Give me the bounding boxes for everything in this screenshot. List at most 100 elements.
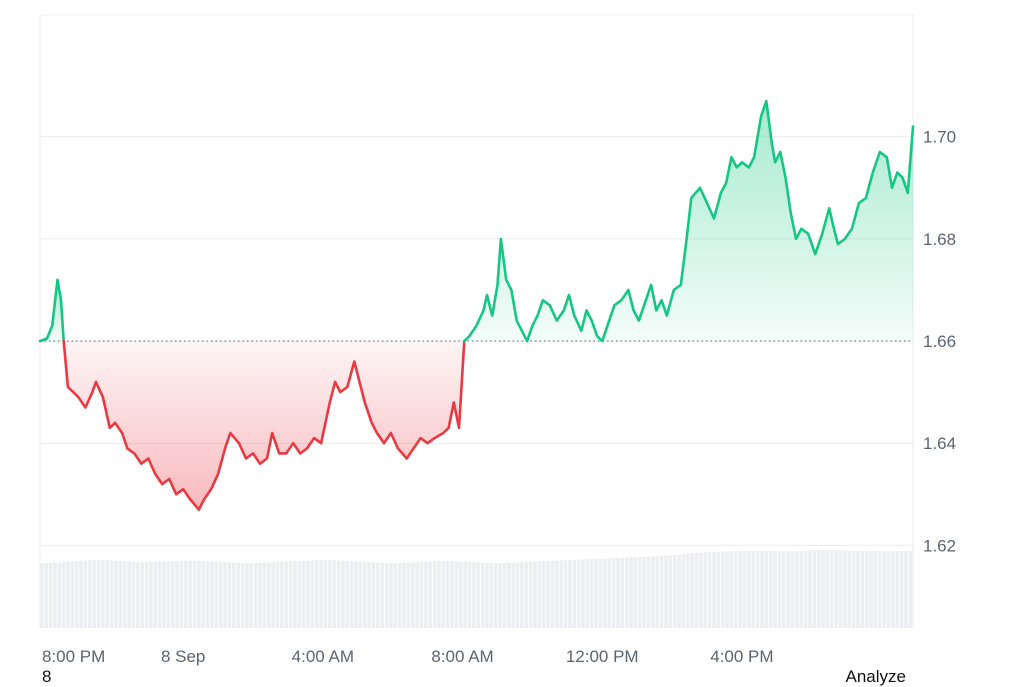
volume-bar	[288, 561, 293, 628]
volume-bar	[345, 560, 350, 628]
volume-bar	[57, 562, 62, 628]
volume-bar	[725, 551, 729, 628]
volume-bar	[603, 558, 607, 628]
volume-bar	[476, 562, 481, 628]
volume-bar	[266, 562, 271, 628]
volume-bar	[114, 560, 118, 628]
volume-bar	[546, 560, 550, 628]
x-tick-label: 8:00 PM	[42, 647, 105, 666]
volume-bar	[144, 562, 149, 628]
volume-bar	[851, 550, 856, 628]
volume-bar	[795, 551, 799, 628]
x-axis-tick-labels: 8:00 PM 8 Sep 4:00 AM 8:00 AM 12:00 PM 4:00 P…	[42, 647, 774, 666]
volume-bar	[432, 561, 437, 628]
volume-bar	[441, 561, 446, 628]
volume-bar	[201, 561, 206, 628]
volume-bar	[664, 555, 668, 628]
volume-bar	[515, 562, 520, 628]
volume-bar	[712, 551, 716, 628]
volume-bar	[118, 561, 123, 628]
volume-bar	[864, 550, 869, 628]
volume-bar	[319, 560, 323, 628]
volume-bar	[502, 562, 507, 628]
volume-bar	[140, 562, 144, 628]
volume-bar	[742, 550, 747, 628]
volume-bar	[751, 550, 756, 628]
volume-bar	[136, 561, 140, 628]
area-below-baseline	[63, 341, 465, 510]
volume-bar	[533, 561, 537, 628]
price-line-up	[463, 99, 915, 343]
volume-bar	[489, 562, 494, 628]
volume-bar	[585, 559, 590, 628]
volume-bar	[816, 550, 821, 628]
volume-bar	[406, 562, 411, 628]
volume-bar	[210, 561, 214, 628]
volume-bar	[175, 560, 179, 628]
volume-bar	[232, 562, 236, 628]
volume-bar	[760, 550, 764, 628]
volume-bar	[223, 562, 227, 628]
volume-bar	[96, 559, 101, 628]
volume-bar	[166, 561, 171, 628]
y-tick-label: 1.62	[923, 536, 956, 555]
volume-bar	[773, 551, 777, 628]
volume-bar	[524, 561, 529, 628]
volume-bar	[882, 551, 887, 628]
price-line-down	[62, 339, 466, 511]
volume-bar	[493, 563, 498, 628]
volume-bar	[428, 561, 433, 628]
volume-bar	[550, 560, 555, 628]
volume-bar	[782, 551, 786, 628]
volume-bar	[480, 562, 485, 628]
volume-bar	[799, 550, 804, 628]
volume-bar	[341, 560, 345, 628]
y-tick-label: 1.68	[923, 230, 956, 249]
volume-bar	[214, 561, 219, 628]
volume-bar	[253, 562, 258, 628]
volume-bar	[284, 561, 289, 628]
volume-bar	[393, 563, 398, 628]
volume-bar	[310, 560, 315, 628]
volume-bar	[734, 550, 738, 628]
volume-bar	[873, 550, 878, 628]
volume-bar	[297, 560, 302, 628]
volume-bar	[376, 562, 380, 628]
volume-bar	[559, 560, 563, 628]
volume-bar	[179, 560, 184, 628]
volume-bar	[109, 560, 114, 628]
volume-bar	[415, 562, 419, 628]
volume-bar	[843, 550, 847, 628]
volume-bar	[240, 562, 245, 628]
volume-bar	[624, 557, 629, 628]
volume-bar	[162, 561, 166, 628]
volume-bar	[280, 561, 284, 628]
volume-bar	[790, 551, 795, 628]
volume-bar	[507, 562, 511, 628]
analyze-link[interactable]: Analyze	[845, 667, 906, 686]
volume-bar	[620, 557, 625, 628]
volume-bar	[485, 562, 489, 628]
volume-bar	[44, 563, 48, 628]
volume-bar	[184, 560, 188, 628]
volume-bar	[598, 558, 603, 628]
volume-bar	[576, 559, 581, 628]
volume-bar	[271, 562, 275, 628]
volume-bar	[205, 561, 210, 628]
x-tick-label: 12:00 PM	[566, 647, 639, 666]
volume-bar	[105, 559, 110, 628]
volume-bar	[738, 550, 742, 628]
volume-bar	[581, 559, 585, 628]
volume-bar	[153, 561, 158, 628]
volume-bar	[681, 554, 686, 628]
volume-bar	[755, 550, 760, 628]
price-lines	[38, 99, 915, 511]
volume-bar	[384, 562, 389, 628]
volume-bar	[157, 561, 162, 628]
volume-bar	[838, 550, 843, 628]
volume-bar	[262, 562, 267, 628]
x-tick-label: 4:00 AM	[292, 647, 354, 666]
volume-bar	[83, 560, 88, 628]
volume-bar	[74, 561, 79, 628]
volume-bar	[786, 551, 790, 628]
